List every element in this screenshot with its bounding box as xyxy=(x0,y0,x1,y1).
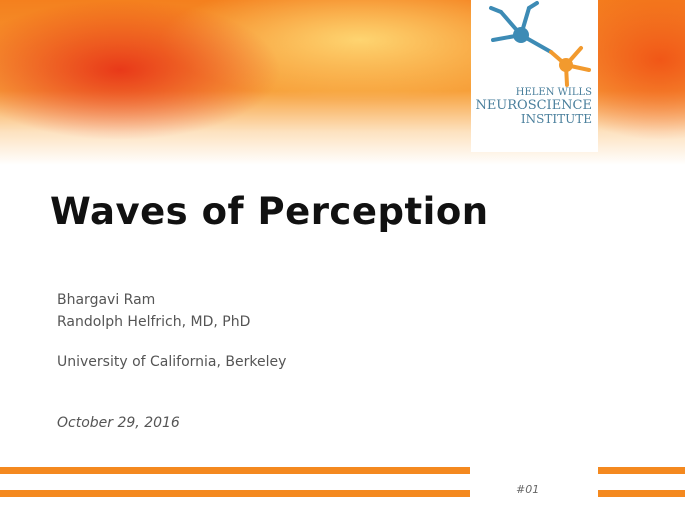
logo-line: NEUROSCIENCE xyxy=(475,98,592,113)
footer-bar xyxy=(0,490,470,497)
logo-line: INSTITUTE xyxy=(520,112,592,126)
logo: HELEN WILLS NEUROSCIENCE INSTITUTE xyxy=(471,0,598,152)
footer-bar xyxy=(0,467,470,474)
author: Randolph Helfrich, MD, PhD xyxy=(57,314,251,330)
date: October 29, 2016 xyxy=(57,415,180,431)
slide-number: #01 xyxy=(516,483,540,496)
affiliation: University of California, Berkeley xyxy=(57,354,287,370)
slide-title: Waves of Perception xyxy=(50,190,489,233)
logo-line: HELEN WILLS xyxy=(515,87,592,98)
logo-icon xyxy=(489,1,591,87)
footer-bar xyxy=(598,467,685,474)
footer-bar xyxy=(598,490,685,497)
author: Bhargavi Ram xyxy=(57,292,156,308)
